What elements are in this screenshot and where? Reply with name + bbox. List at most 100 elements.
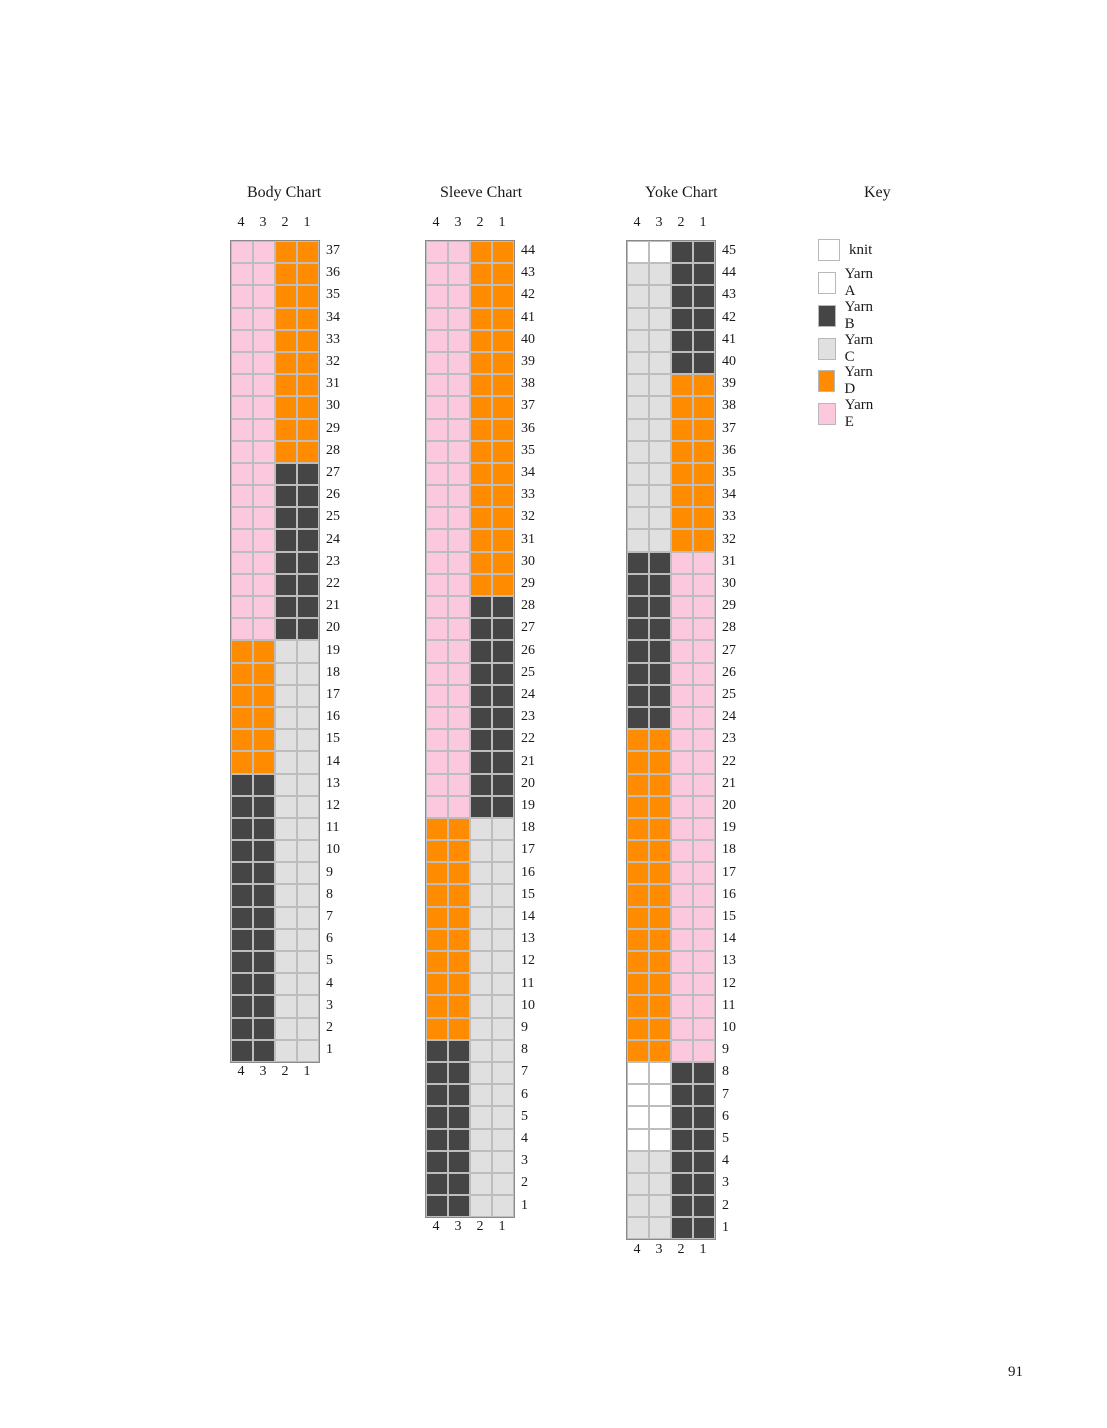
sleeve-chart-stitch-cell — [426, 1039, 448, 1062]
body-chart-stitch-cell — [231, 529, 253, 552]
body-chart-stitch-cell — [253, 884, 275, 907]
yoke-chart-row-number: 34 — [722, 487, 736, 503]
body-chart-column-number-top: 2 — [281, 215, 289, 230]
yoke-chart-stitch-cell — [627, 973, 649, 996]
swatch-yarn-b — [818, 305, 836, 327]
yoke-chart-stitch-cell — [671, 396, 693, 419]
yoke-chart-stitch-cell — [649, 973, 671, 996]
sleeve-chart-stitch-cell — [492, 285, 514, 308]
body-chart-stitch-cell — [231, 351, 253, 375]
sleeve-chart-stitch-cell — [492, 418, 514, 441]
sleeve-chart-stitch-cell — [492, 1017, 514, 1040]
body-chart-row-number: 35 — [326, 287, 340, 303]
sleeve-chart-stitch-cell — [426, 307, 448, 330]
body-chart-row-number: 18 — [326, 664, 340, 680]
yoke-chart-row-number: 22 — [722, 753, 736, 769]
yoke-chart-row-number: 41 — [722, 331, 736, 347]
sleeve-chart-stitch-cell — [470, 751, 492, 774]
sleeve-chart-stitch-cell — [470, 1039, 492, 1062]
yoke-chart-row-number: 1 — [722, 1219, 729, 1235]
body-chart-column-number-top: 3 — [259, 215, 267, 230]
sleeve-chart-stitch-cell — [426, 706, 448, 730]
yoke-chart-stitch-cell — [627, 1061, 649, 1085]
sleeve-chart-column-number-bottom: 1 — [498, 1219, 506, 1234]
yoke-chart-stitch-cell — [649, 817, 671, 841]
yoke-chart-stitch-cell — [649, 1150, 671, 1173]
yoke-chart-stitch-cell — [671, 418, 693, 441]
body-chart-column-number-top: 4 — [237, 215, 245, 230]
sleeve-chart-grid — [425, 240, 515, 1219]
yoke-chart-stitch-cell — [693, 995, 715, 1018]
key-item-yarn-a: Yarn A — [818, 266, 877, 299]
yoke-chart-stitch-cell — [693, 418, 715, 441]
key-item-yarn-e: Yarn E — [818, 397, 877, 430]
body-chart-stitch-cell — [253, 596, 275, 619]
body-chart-stitch-cell — [231, 329, 253, 352]
body-chart-stitch-cell — [275, 485, 297, 508]
sleeve-chart-stitch-cell — [448, 1017, 470, 1040]
sleeve-chart-row-number: 17 — [521, 842, 535, 858]
body-chart-stitch-cell — [297, 973, 319, 996]
key-label-yarn-a: Yarn A — [844, 266, 874, 299]
body-chart-stitch-cell — [253, 307, 275, 330]
sleeve-chart-stitch-cell — [470, 507, 492, 530]
sleeve-chart-stitch-cell — [492, 1061, 514, 1085]
yoke-chart-row-number: 26 — [722, 664, 736, 680]
sleeve-chart-stitch-cell — [492, 351, 514, 375]
body-chart-stitch-cell — [253, 684, 275, 707]
sleeve-chart-stitch-cell — [492, 396, 514, 419]
yoke-chart-stitch-cell — [693, 596, 715, 619]
body-chart-stitch-cell — [297, 573, 319, 596]
sleeve-chart-row-number: 33 — [521, 487, 535, 503]
yoke-chart-row-number: 2 — [722, 1197, 729, 1213]
yoke-chart-stitch-cell — [693, 884, 715, 907]
yoke-chart-stitch-cell — [671, 329, 693, 352]
body-chart-stitch-cell — [275, 507, 297, 530]
yoke-chart-stitch-cell — [627, 573, 649, 596]
body-chart-stitch-cell — [297, 640, 319, 663]
body-chart-row-number: 12 — [326, 798, 340, 813]
sleeve-chart-row-number: 36 — [521, 420, 535, 436]
yoke-chart-stitch-cell — [649, 840, 671, 863]
yoke-chart-stitch-cell — [649, 596, 671, 619]
sleeve-chart-stitch-cell — [448, 351, 470, 375]
sleeve-chart-stitch-cell — [426, 995, 448, 1018]
sleeve-chart-row-number: 40 — [521, 331, 535, 347]
sleeve-chart-row-number: 26 — [521, 642, 535, 658]
sleeve-chart-stitch-cell — [426, 462, 448, 486]
yoke-chart-stitch-cell — [693, 684, 715, 707]
sleeve-chart-stitch-cell — [492, 773, 514, 796]
yoke-chart-title: Yoke Chart — [645, 184, 718, 201]
body-chart-row-number: 31 — [326, 376, 340, 392]
yoke-chart-stitch-cell — [671, 618, 693, 641]
yoke-chart-stitch-cell — [671, 995, 693, 1018]
sleeve-chart-stitch-cell — [448, 1039, 470, 1062]
sleeve-chart-row-number: 25 — [521, 664, 535, 680]
body-chart-column-number-bottom: 1 — [303, 1064, 311, 1079]
key-label-knit: knit — [849, 241, 873, 258]
body-chart-stitch-cell — [297, 951, 319, 974]
yoke-chart-stitch-cell — [693, 1106, 715, 1129]
sleeve-chart-stitch-cell — [470, 440, 492, 463]
sleeve-chart-stitch-cell — [448, 440, 470, 463]
yoke-chart-stitch-cell — [671, 241, 693, 264]
body-chart-stitch-cell — [275, 773, 297, 796]
yoke-chart-stitch-cell — [693, 773, 715, 796]
yoke-chart-row-number: 40 — [722, 354, 736, 369]
sleeve-chart-stitch-cell — [426, 1084, 448, 1107]
sleeve-chart-stitch-cell — [470, 951, 492, 974]
sleeve-chart-row-number: 27 — [521, 620, 535, 636]
sleeve-chart-stitch-cell — [448, 684, 470, 707]
sleeve-chart-stitch-cell — [492, 640, 514, 663]
body-chart-grid — [230, 240, 320, 1063]
yoke-chart-stitch-cell — [671, 1195, 693, 1218]
body-chart-stitch-cell — [275, 1039, 297, 1062]
yoke-chart-stitch-cell — [671, 551, 693, 574]
sleeve-chart-stitch-cell — [492, 241, 514, 264]
yoke-chart-stitch-cell — [693, 906, 715, 929]
body-chart-stitch-cell — [253, 573, 275, 596]
body-chart-stitch-cell — [297, 662, 319, 685]
sleeve-chart-row-number: 21 — [521, 753, 535, 769]
sleeve-chart-stitch-cell — [448, 307, 470, 330]
yoke-chart-stitch-cell — [671, 795, 693, 818]
